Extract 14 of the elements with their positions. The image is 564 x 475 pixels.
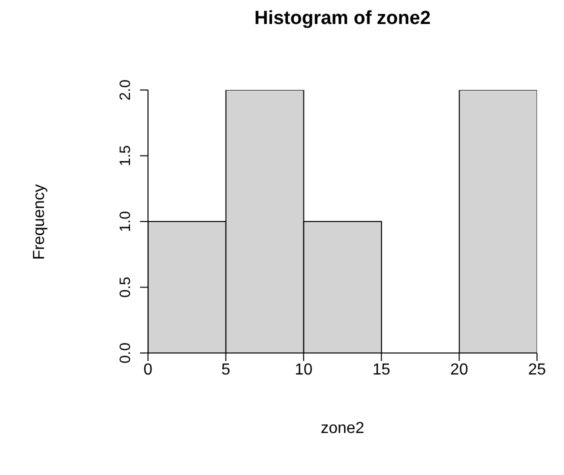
y-tick-label: 2.0: [117, 80, 134, 100]
chart-title: Histogram of zone2: [253, 8, 432, 30]
x-tick-label: 10: [294, 361, 313, 378]
y-tick-label: 0.5: [117, 276, 134, 298]
x-tick-label: 5: [221, 361, 230, 378]
x-tick-label: 15: [372, 361, 390, 378]
x-axis-title: zone2: [320, 420, 366, 438]
y-tick-label: 0.0: [117, 342, 134, 364]
y-tick-label: 1.0: [117, 211, 134, 232]
x-tick-label: 0: [144, 361, 153, 378]
x-tick-label: 25: [528, 361, 546, 378]
x-tick-label: 20: [450, 361, 468, 378]
y-axis-title: Frequency: [31, 184, 49, 260]
y-tick-label: 1.5: [117, 145, 134, 166]
